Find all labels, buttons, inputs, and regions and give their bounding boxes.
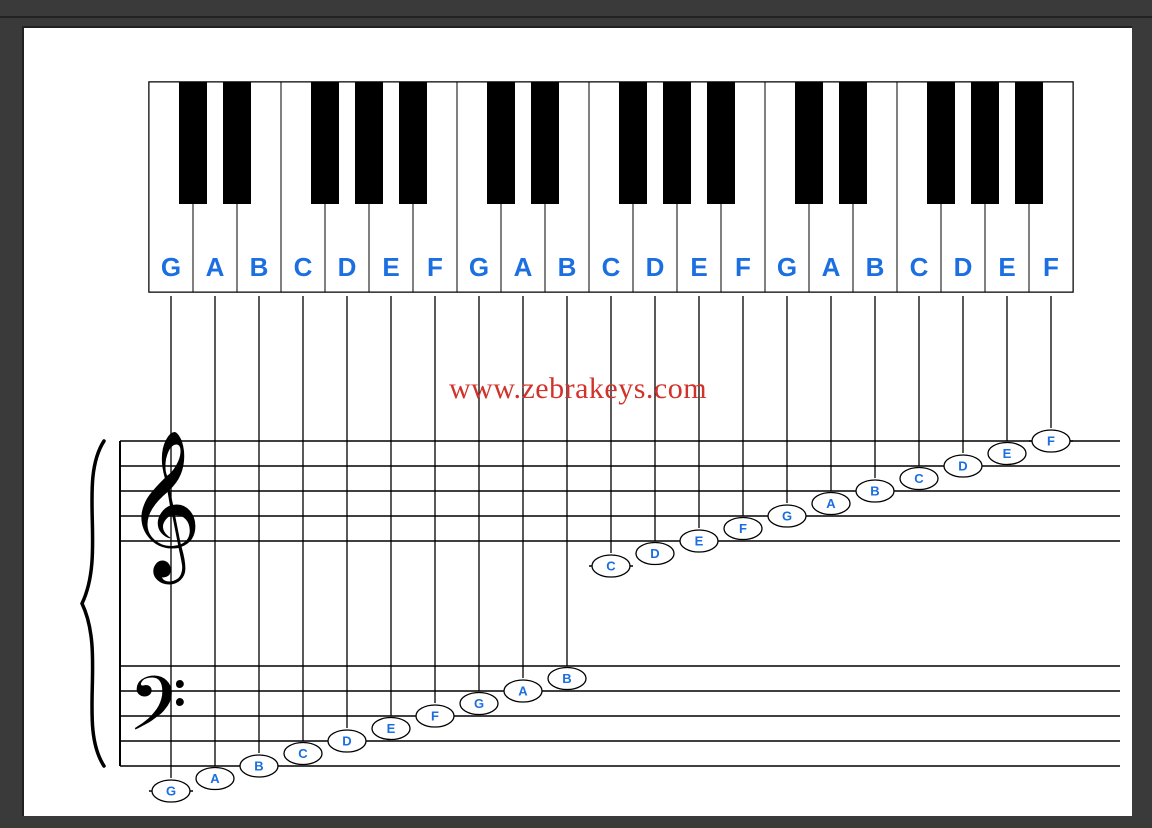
white-key-label: B	[866, 252, 885, 282]
white-key-label: A	[514, 252, 533, 282]
note-label: G	[782, 509, 792, 524]
white-key-label: C	[294, 252, 313, 282]
white-key-label: D	[338, 252, 357, 282]
black-key	[355, 82, 383, 204]
note-label: B	[562, 671, 571, 686]
white-key-label: B	[250, 252, 269, 282]
piano-keyboard: GABCDEFGABCDEFGABCDEF	[149, 82, 1073, 292]
note-label: E	[695, 534, 704, 549]
note-label: A	[210, 771, 220, 786]
note-label: F	[739, 521, 747, 536]
black-key	[795, 82, 823, 204]
white-key-label: F	[735, 252, 751, 282]
white-key-label: E	[690, 252, 707, 282]
black-key	[839, 82, 867, 204]
note-label: G	[166, 784, 176, 799]
black-key	[619, 82, 647, 204]
black-key	[223, 82, 251, 204]
white-key-label: F	[1043, 252, 1059, 282]
white-key-label: E	[382, 252, 399, 282]
white-key-label: G	[161, 252, 181, 282]
white-key-label: C	[602, 252, 621, 282]
black-key	[487, 82, 515, 204]
note-label: F	[431, 709, 439, 724]
note-label: A	[518, 684, 528, 699]
bass-clef-icon: 𝄢	[128, 663, 187, 765]
note-label: D	[342, 734, 351, 749]
top-divider	[0, 0, 1152, 18]
outer-frame: GABCDEFGABCDEFGABCDEF𝄞𝄢GABCDEFGABCDEFGAB…	[0, 0, 1152, 828]
note-label: G	[474, 696, 484, 711]
white-key-label: F	[427, 252, 443, 282]
grand-staff: 𝄞𝄢	[82, 431, 1120, 766]
note-label: C	[298, 746, 308, 761]
white-key-label: D	[646, 252, 665, 282]
note-label: E	[1003, 446, 1012, 461]
white-key-label: G	[777, 252, 797, 282]
black-key	[311, 82, 339, 204]
white-key-label: E	[998, 252, 1015, 282]
white-key-label: D	[954, 252, 973, 282]
staff-brace	[82, 441, 104, 766]
note-label: A	[826, 496, 836, 511]
note-label: D	[650, 546, 659, 561]
white-key-label: B	[558, 252, 577, 282]
white-key-label: C	[910, 252, 929, 282]
black-key	[663, 82, 691, 204]
white-key-label: G	[469, 252, 489, 282]
diagram-svg: GABCDEFGABCDEFGABCDEF𝄞𝄢GABCDEFGABCDEFGAB…	[24, 28, 1132, 816]
black-key	[399, 82, 427, 204]
note-label: D	[958, 459, 967, 474]
black-key	[707, 82, 735, 204]
white-key-label: A	[822, 252, 841, 282]
watermark-text: www.zebrakeys.com	[24, 372, 1132, 406]
black-key	[971, 82, 999, 204]
note-label: E	[387, 721, 396, 736]
black-key	[1015, 82, 1043, 204]
black-key	[179, 82, 207, 204]
note-label: C	[914, 471, 924, 486]
note-label: B	[254, 759, 263, 774]
diagram-panel: GABCDEFGABCDEFGABCDEF𝄞𝄢GABCDEFGABCDEFGAB…	[22, 26, 1132, 816]
connector-lines	[171, 296, 1051, 778]
note-label: C	[606, 559, 616, 574]
black-key	[927, 82, 955, 204]
white-key-label: A	[206, 252, 225, 282]
note-label: F	[1047, 434, 1055, 449]
black-key	[531, 82, 559, 204]
note-label: B	[870, 484, 879, 499]
treble-clef-icon: 𝄞	[126, 431, 202, 584]
